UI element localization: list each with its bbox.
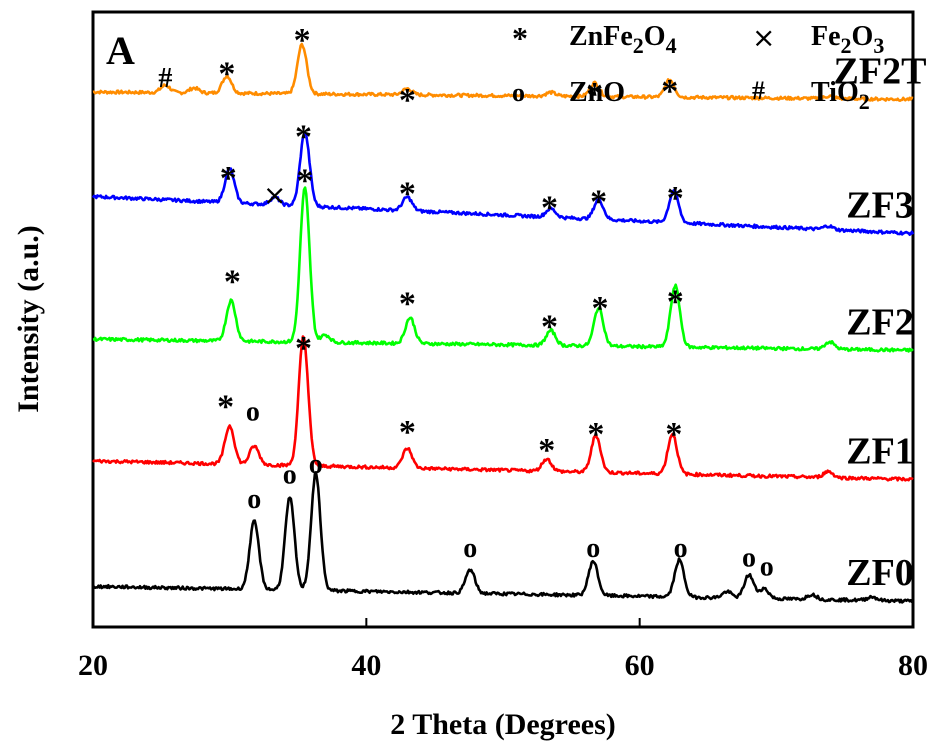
- x-ticks: 20 40 60 80: [78, 618, 928, 682]
- peak-marker: *: [541, 190, 558, 227]
- peak-marker: *: [667, 284, 684, 321]
- x-tick-label: 40: [351, 649, 381, 682]
- peak-marker: *: [399, 176, 416, 213]
- series-line-zf2t: [92, 42, 914, 102]
- legend-marker-zinc-oxide: o: [512, 78, 525, 107]
- peak-marker: *: [295, 330, 312, 367]
- series-label-zf1: ZF1: [846, 430, 914, 472]
- x-tick-label: 60: [625, 649, 655, 682]
- legend-marker-zinc-ferrite: *: [512, 20, 528, 56]
- series-label-zf0: ZF0: [846, 552, 914, 594]
- peak-marker: *: [399, 414, 416, 451]
- peak-marker: o: [674, 533, 688, 564]
- legend-label-zinc-ferrite: ZnFe2O4: [569, 21, 677, 58]
- peak-marker: *: [586, 76, 603, 113]
- series-label-zf2: ZF2: [846, 301, 914, 343]
- peak-marker: o: [309, 449, 323, 480]
- series-line-zf3: [91, 131, 915, 236]
- series-line-zf1: [92, 335, 914, 482]
- y-axis-title: Intensity (a.u.): [12, 225, 45, 413]
- legend-label-titania: TiO2: [811, 77, 870, 114]
- peak-marker: *: [399, 286, 416, 323]
- series-line-zf2: [92, 186, 914, 353]
- peak-marker: *: [295, 118, 312, 155]
- peak-marker: *: [220, 160, 237, 197]
- peak-marker: *: [667, 180, 684, 217]
- peak-marker: o: [742, 542, 756, 573]
- peak-marker: #: [158, 63, 172, 94]
- series-line-zf0: [91, 471, 914, 604]
- peak-marker: *: [592, 290, 609, 327]
- legend-marker-hematite: ×: [752, 21, 775, 54]
- series-labels: ZF2T ZF3 ZF2 ZF1 ZF0: [834, 50, 927, 594]
- series-label-zf3: ZF3: [846, 184, 914, 226]
- peak-marker: o: [247, 484, 261, 515]
- plot-frame: [91, 10, 915, 629]
- peak-marker: *: [217, 388, 234, 425]
- legend: * ZnFe2O4 × Fe2O3 o ZnO # TiO2: [512, 20, 884, 114]
- legend-marker-titania: #: [752, 76, 765, 105]
- peak-marker: o: [283, 459, 297, 490]
- x-axis-title: 2 Theta (Degrees): [390, 708, 616, 741]
- peak-marker: o: [760, 552, 774, 583]
- peak-marker: o: [463, 533, 477, 564]
- legend-label-zinc-oxide: ZnO: [569, 77, 625, 108]
- peak-marker: *: [294, 22, 311, 59]
- series-label-zf2t: ZF2T: [834, 50, 927, 92]
- peak-marker: *: [224, 263, 241, 300]
- x-tick-label: 80: [898, 649, 928, 682]
- peak-markers: # *** * ** ×** * * ***** * ** o** * * *oo oo o o o o: [158, 22, 773, 583]
- peak-marker: *: [587, 416, 604, 453]
- x-tick-label: 20: [78, 649, 108, 682]
- peak-marker: ×: [263, 179, 286, 212]
- peak-marker: *: [538, 432, 555, 469]
- peak-marker: *: [296, 163, 313, 200]
- panel-label: A: [106, 28, 135, 73]
- peak-marker: *: [399, 82, 416, 119]
- peak-marker: *: [541, 308, 558, 345]
- series-layer: [91, 42, 915, 604]
- peak-marker: *: [661, 73, 678, 110]
- legend-label-hematite: Fe2O3: [811, 21, 884, 58]
- peak-marker: o: [246, 397, 260, 428]
- peak-marker: o: [586, 533, 600, 564]
- peak-marker: *: [590, 184, 607, 221]
- peak-marker: *: [218, 56, 235, 93]
- peak-marker: *: [665, 416, 682, 453]
